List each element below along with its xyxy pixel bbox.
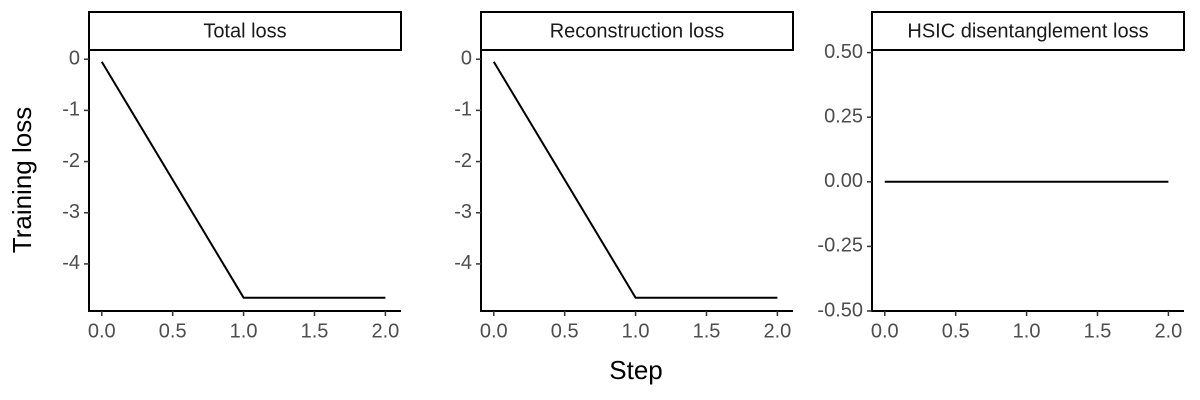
y-tick-label: -2 [454,150,472,172]
strip-box [88,11,402,51]
x-tick-label: 2.0 [371,320,399,342]
panel-title: HSIC disentanglement loss [907,20,1148,42]
x-tick-label: 0.0 [871,320,899,342]
y-tick-label: -1 [62,99,80,121]
y-tick-label: -0.50 [817,299,863,321]
x-tick-label: 0.0 [88,320,116,342]
strip-box [480,11,794,51]
x-tick-label: 1.5 [1084,320,1112,342]
y-tick-label: -2 [62,150,80,172]
y-tick-label: 0.50 [824,41,863,63]
x-tick-label: 0.5 [159,320,187,342]
panel-title: Reconstruction loss [550,20,725,42]
x-tick-label: 1.0 [1013,320,1041,342]
strip-box [871,11,1185,51]
y-tick-label: -4 [454,252,472,274]
y-tick-label: 0 [461,47,472,69]
x-tick-label: 1.0 [622,320,650,342]
x-tick-label: 2.0 [763,320,791,342]
y-tick-label: -3 [62,201,80,223]
x-tick-label: 1.5 [693,320,721,342]
x-tick-label: 0.0 [480,320,508,342]
x-tick-label: 1.0 [230,320,258,342]
y-tick-label: 0.25 [824,105,863,127]
y-tick-label: 0 [69,47,80,69]
line [492,61,778,299]
y-tick-label: -1 [454,99,472,121]
x-tick-label: 1.5 [301,320,329,342]
line [100,61,386,299]
x-tick-label: 0.5 [942,320,970,342]
x-axis-title: Step [609,355,663,385]
panel-title: Total loss [203,20,286,42]
y-axis-title: Training loss [7,107,37,253]
x-tick-label: 0.5 [551,320,579,342]
y-tick-label: -0.25 [817,235,863,257]
y-tick-label: 0.00 [824,170,863,192]
y-tick-label: -3 [454,201,472,223]
y-tick-label: -4 [62,252,80,274]
x-tick-label: 2.0 [1154,320,1182,342]
